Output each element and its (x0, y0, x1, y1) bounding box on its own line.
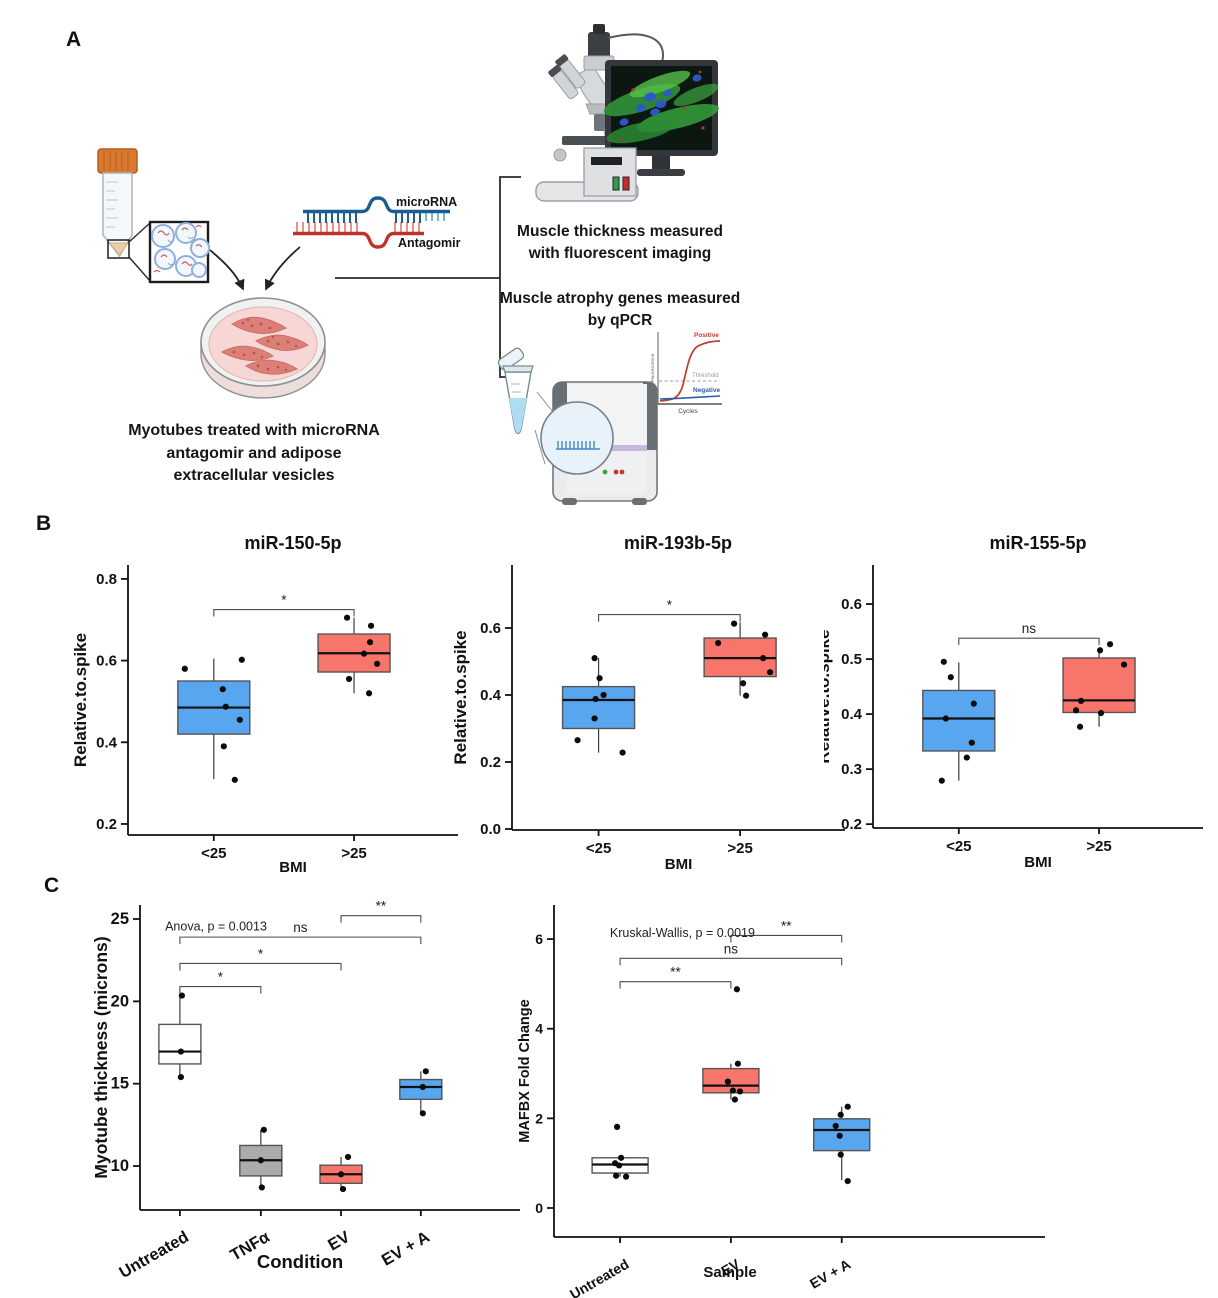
microtube-icon (497, 347, 534, 435)
svg-text:15: 15 (111, 1075, 129, 1093)
svg-text:0.4: 0.4 (841, 706, 863, 723)
petri-dish-icon (200, 297, 326, 399)
treatment-arrow-icons (209, 246, 301, 291)
falcon-tube-icon (97, 148, 138, 259)
svg-text:*: * (258, 946, 264, 961)
svg-text:BMI: BMI (665, 856, 693, 873)
svg-text:10: 10 (111, 1157, 129, 1175)
svg-text:Relative.to.spike: Relative.to.spike (451, 630, 470, 764)
boxplot-mir-155-5p: 0.2 0.3 0.4 0.5 0.6 Relative.to.spike miR-155-… (824, 533, 1203, 871)
svg-text:0.6: 0.6 (841, 596, 862, 613)
svg-text:0.2: 0.2 (480, 754, 501, 771)
qpcr-negative-label: Negative (693, 387, 720, 394)
svg-text:**: ** (376, 899, 387, 914)
qpcr-xlabel: Cycles (678, 408, 698, 415)
svg-text:miR-150-5p: miR-150-5p (244, 533, 341, 553)
mirna-antagomir-duplex-icon: microRNA Antagomir (293, 195, 461, 250)
qpcr-threshold-label: Threshold (692, 373, 719, 379)
qpcr-amplification-plot: Positive Threshold Negative Cycles Fluor… (650, 332, 722, 415)
qpcr-ylabel: Fluorescence (650, 353, 656, 382)
svg-text:Anova, p = 0.0013: Anova, p = 0.0013 (165, 920, 267, 934)
panel-a-label: A (66, 28, 82, 51)
svg-text:0.3: 0.3 (841, 761, 862, 778)
svg-text:0.5: 0.5 (841, 651, 862, 668)
svg-text:ns: ns (293, 920, 308, 935)
qpcr-machine-icon (534, 381, 658, 505)
duplex-antagomir-label: Antagomir (398, 236, 461, 250)
svg-text:0.4: 0.4 (96, 734, 118, 751)
svg-text:0.2: 0.2 (841, 816, 862, 833)
svg-text:>25: >25 (727, 840, 752, 857)
svg-text:BMI: BMI (1024, 854, 1052, 871)
svg-text:0.0: 0.0 (480, 821, 501, 838)
boxplot-mir-150-5p: 0.2 0.4 0.6 0.8 Relative.to.spike miR-150-5p <… (71, 533, 458, 876)
caption-muscle-atrophy: Muscle atrophy genes measured by qPCR (499, 290, 741, 329)
svg-text:EV + A: EV + A (379, 1228, 433, 1270)
svg-text:Condition: Condition (257, 1251, 343, 1272)
svg-text:>25: >25 (341, 845, 366, 862)
svg-text:EV + A: EV + A (807, 1256, 853, 1292)
panel-a-diagram: microRNA Antagomir (97, 24, 722, 505)
svg-text:MAFBX Fold Change: MAFBX Fold Change (517, 999, 533, 1142)
panel-b-label: B (36, 512, 52, 535)
svg-text:ns: ns (1022, 621, 1037, 636)
svg-text:<25: <25 (201, 845, 226, 862)
svg-text:0.8: 0.8 (96, 571, 117, 588)
svg-text:6: 6 (535, 931, 543, 947)
boxplot-mir-193b-5p: 0.0 0.2 0.4 0.6 Relative.to.spike miR-193b-5p… (451, 533, 845, 873)
svg-text:20: 20 (111, 992, 129, 1010)
svg-text:**: ** (670, 965, 681, 980)
svg-text:0.4: 0.4 (480, 687, 502, 704)
svg-text:<25: <25 (946, 838, 971, 855)
svg-text:miR-155-5p: miR-155-5p (989, 533, 1086, 553)
svg-text:0: 0 (535, 1200, 543, 1216)
svg-text:BMI: BMI (279, 859, 307, 876)
svg-text:Untreated: Untreated (116, 1228, 192, 1282)
svg-text:miR-193b-5p: miR-193b-5p (624, 533, 732, 553)
svg-text:Sample: Sample (703, 1264, 756, 1281)
svg-text:0.2: 0.2 (96, 816, 117, 833)
svg-text:<25: <25 (586, 840, 611, 857)
svg-text:Relative.to.spike: Relative.to.spike (824, 629, 833, 763)
svg-text:*: * (281, 593, 287, 608)
svg-text:2: 2 (535, 1110, 543, 1126)
svg-text:0.6: 0.6 (480, 620, 501, 637)
svg-text:25: 25 (111, 910, 129, 928)
svg-text:*: * (218, 970, 224, 985)
svg-text:Untreated: Untreated (567, 1256, 632, 1298)
panel-c-label: C (44, 874, 60, 897)
caption-muscle-thickness: Muscle thickness measured with fluoresce… (517, 223, 723, 262)
svg-text:Relative.to.spike: Relative.to.spike (71, 633, 90, 767)
svg-text:>25: >25 (1086, 838, 1111, 855)
svg-text:Kruskal-Wallis, p = 0.0019: Kruskal-Wallis, p = 0.0019 (610, 926, 755, 940)
fluorescence-monitor-icon (603, 60, 719, 176)
controller-box-icon (583, 147, 637, 197)
qpcr-positive-label: Positive (694, 332, 719, 339)
caption-myotubes-treated: Myotubes treated with microRNA antagomir… (128, 422, 380, 485)
svg-text:**: ** (781, 918, 792, 933)
vesicle-inset-icon (128, 220, 210, 284)
svg-text:*: * (667, 598, 673, 613)
svg-text:ns: ns (724, 941, 739, 956)
duplex-microrna-label: microRNA (396, 195, 457, 209)
svg-text:Myotube thickness (microns): Myotube thickness (microns) (91, 936, 111, 1178)
svg-text:4: 4 (535, 1021, 543, 1037)
svg-text:0.6: 0.6 (96, 653, 117, 670)
